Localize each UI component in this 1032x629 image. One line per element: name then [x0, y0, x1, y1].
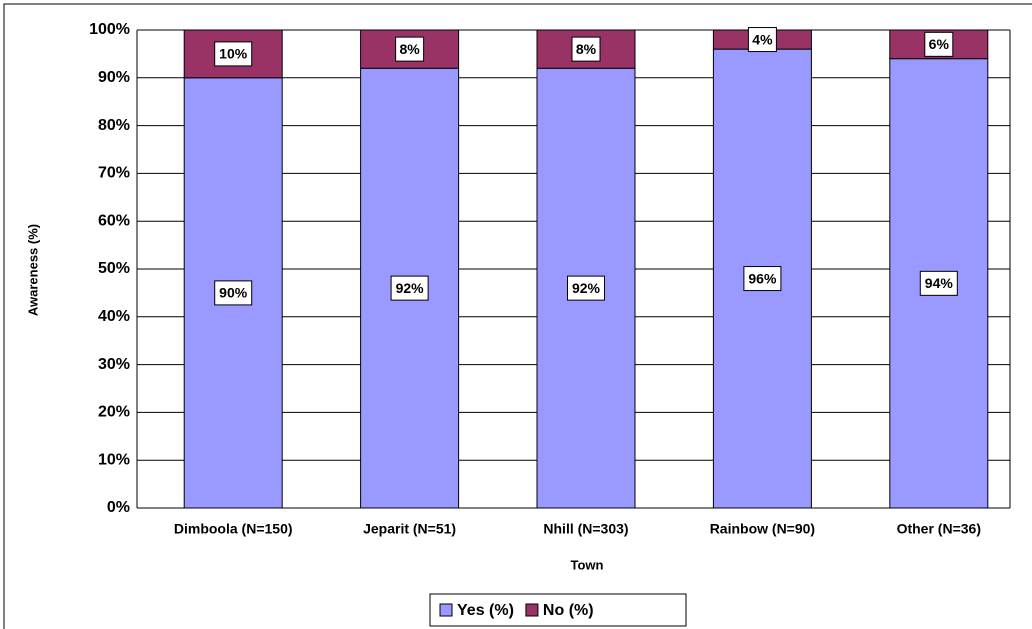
y-tick-label: 40%: [98, 308, 130, 325]
y-tick-label: 20%: [98, 404, 130, 421]
x-tick-label: Rainbow (N=90): [710, 521, 815, 537]
data-label: 92%: [396, 280, 425, 296]
y-tick-label: 80%: [98, 117, 130, 134]
data-label: 90%: [219, 285, 248, 301]
y-tick-label: 50%: [98, 260, 130, 277]
y-tick-label: 100%: [89, 21, 130, 38]
legend-label: Yes (%): [457, 602, 514, 619]
y-tick-label: 10%: [98, 451, 130, 468]
data-label-box: [743, 266, 782, 292]
data-label: 92%: [572, 280, 601, 296]
data-label: 94%: [925, 275, 954, 291]
data-label: 8%: [399, 41, 420, 57]
legend-label: No (%): [543, 602, 594, 619]
y-tick-label: 70%: [98, 165, 130, 182]
data-label-box: [214, 280, 253, 306]
data-label-box: [747, 27, 777, 53]
y-tick-label: 90%: [98, 69, 130, 86]
data-label-box: [214, 41, 253, 67]
data-label: 96%: [748, 270, 777, 286]
legend-box: [429, 593, 687, 627]
data-label: 6%: [929, 36, 950, 52]
data-label: 8%: [576, 41, 597, 57]
data-label-box: [571, 36, 601, 62]
x-tick-label: Nhill (N=303): [543, 521, 628, 537]
data-label-box: [919, 270, 958, 296]
x-tick-label: Other (N=36): [897, 521, 981, 537]
x-tick-label: Jeparit (N=51): [363, 521, 456, 537]
data-label-box: [390, 275, 429, 301]
y-axis-title: Awareness (%): [25, 224, 40, 316]
legend-swatch: [525, 603, 539, 617]
y-tick-label: 60%: [98, 212, 130, 229]
legend-swatch: [439, 603, 453, 617]
data-label: 4%: [752, 31, 773, 47]
data-label-box: [924, 31, 954, 57]
data-label-box: [395, 36, 425, 62]
x-tick-label: Dimboola (N=150): [174, 521, 293, 537]
data-label: 10%: [219, 46, 248, 62]
x-axis-title: Town: [571, 557, 604, 572]
chart-border: [3, 3, 1032, 629]
y-tick-label: 0%: [107, 499, 130, 516]
y-tick-label: 30%: [98, 356, 130, 373]
data-label-box: [567, 275, 605, 301]
